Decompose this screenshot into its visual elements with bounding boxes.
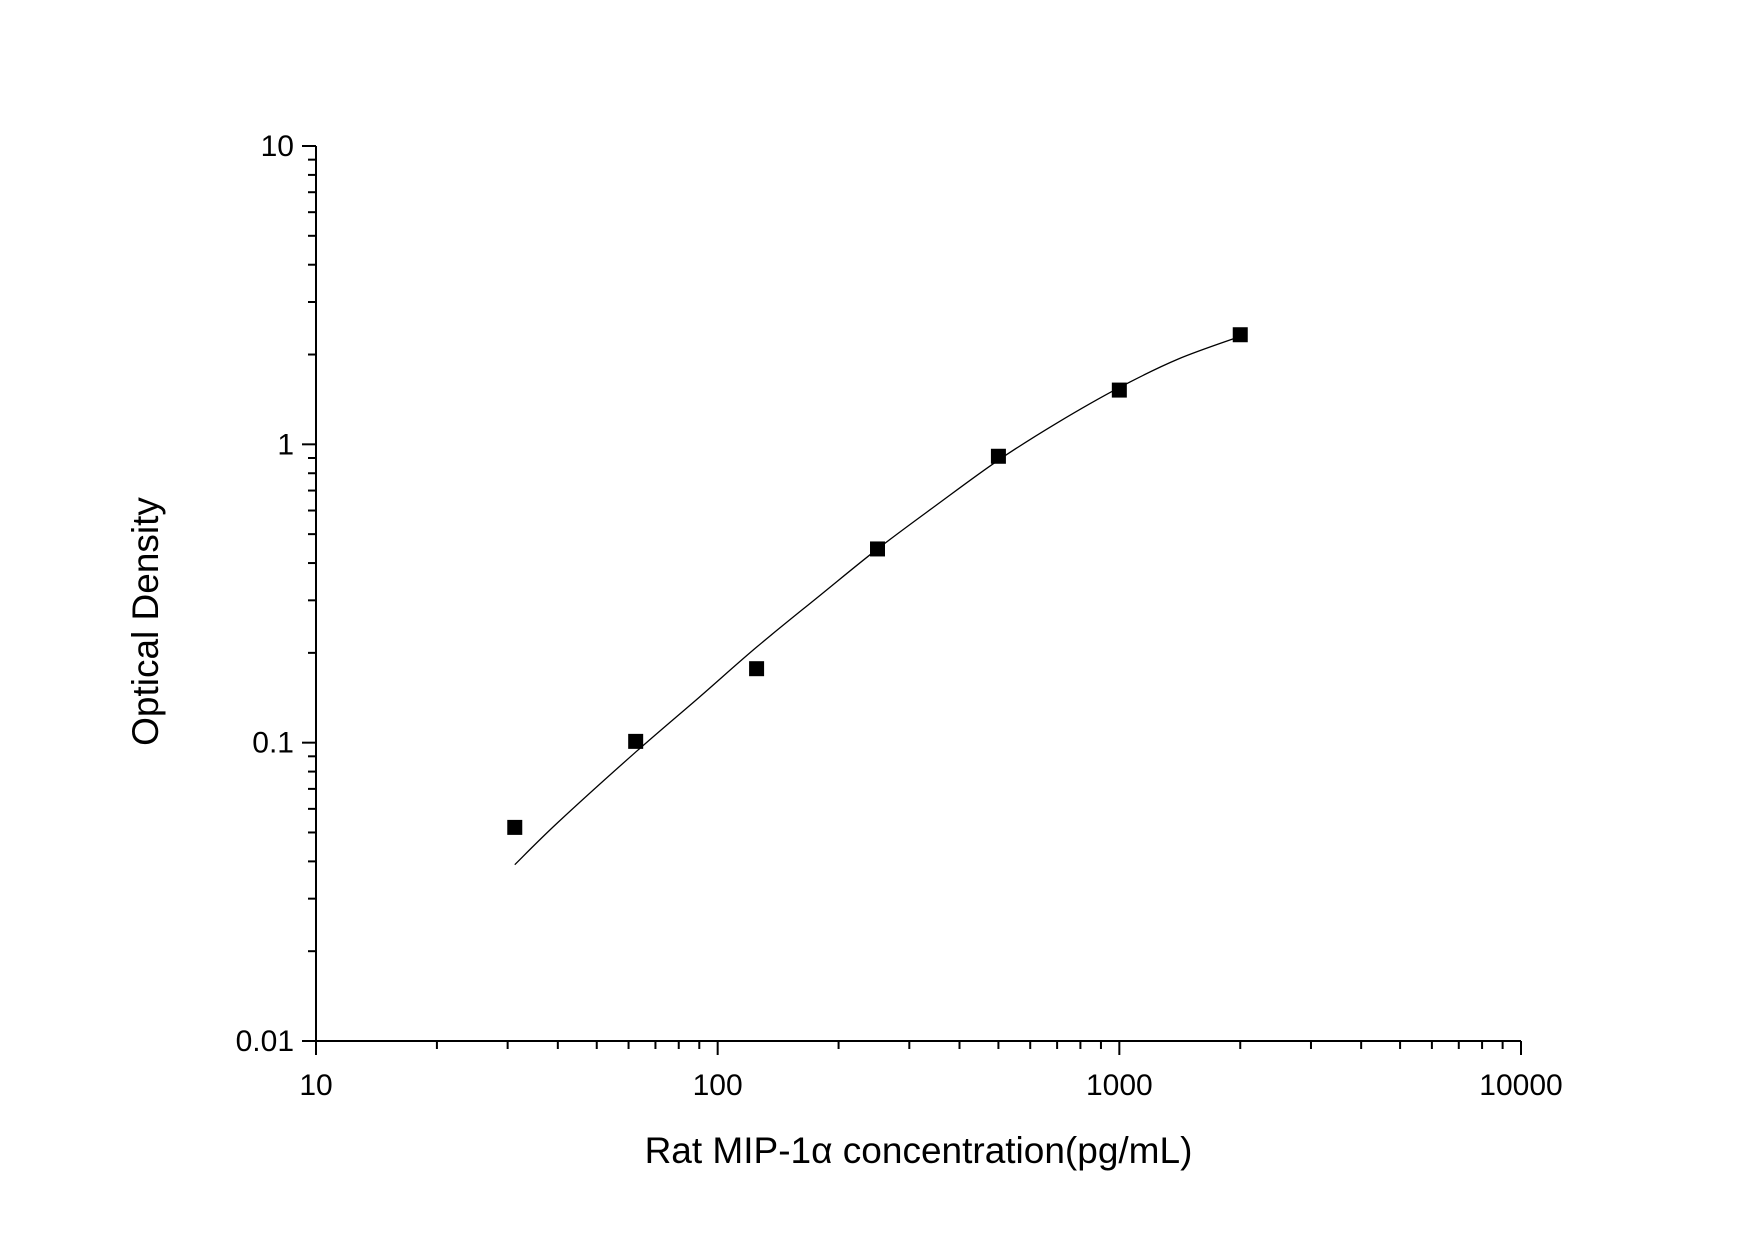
data-point-marker <box>870 541 886 557</box>
data-point-marker <box>749 661 765 677</box>
x-axis: 10 100 1000 10000 <box>299 1040 1563 1102</box>
y-tick-label: 0.01 <box>236 1025 294 1058</box>
x-tick-label: 10 <box>299 1069 332 1102</box>
x-tick-label: 100 <box>693 1069 743 1102</box>
data-point-marker <box>1111 382 1127 398</box>
x-tick-label: 1000 <box>1086 1069 1153 1102</box>
y-tick-label: 0.1 <box>252 727 294 760</box>
y-axis-title: Optical Density <box>125 497 166 746</box>
y-tick-label: 1 <box>277 428 294 461</box>
y-axis: 0.01 0.1 1 10 <box>236 130 317 1058</box>
data-point-marker <box>990 448 1006 464</box>
data-point-marker <box>628 733 644 749</box>
data-point-marker <box>1232 327 1248 343</box>
fit-curve <box>514 335 1241 866</box>
x-tick-label: 10000 <box>1479 1069 1562 1102</box>
plot-area <box>507 327 1248 866</box>
y-tick-label: 10 <box>261 130 294 163</box>
x-axis-title: Rat MIP-1α concentration(pg/mL) <box>645 1130 1193 1171</box>
data-point-marker <box>507 819 523 835</box>
